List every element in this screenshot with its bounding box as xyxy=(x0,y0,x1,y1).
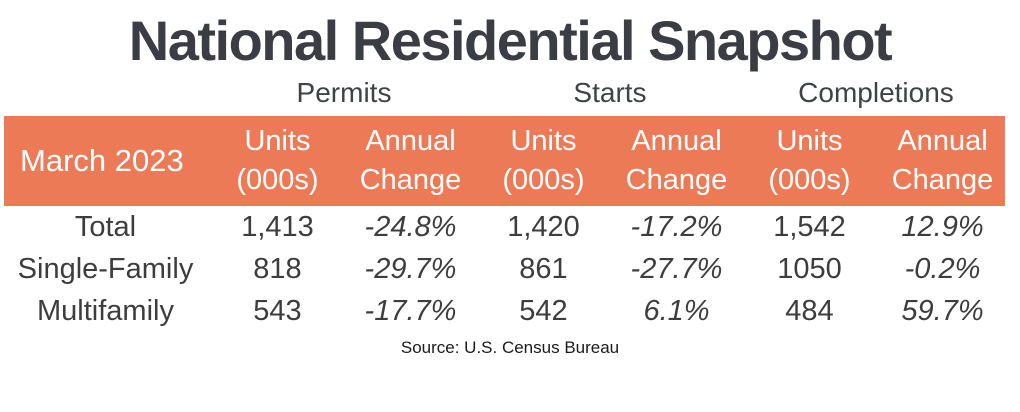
permits-units-header: Units (000s) xyxy=(211,122,344,200)
permits-change-header: Annual Change xyxy=(344,122,477,200)
change-header-line1: Annual xyxy=(631,125,722,157)
source-note: Source: U.S. Census Bureau xyxy=(400,338,620,357)
table-row-total: Total 1,413 -24.8% 1,420 -17.2% 1,542 12… xyxy=(0,206,1009,248)
completions-change-value: -0.2% xyxy=(904,252,981,285)
table-header-band: March 2023 Units (000s) Annual Change Un… xyxy=(4,116,1005,206)
change-header-line1: Annual xyxy=(897,125,988,157)
units-header-line1: Units xyxy=(776,125,843,157)
change-header-line2: Change xyxy=(625,164,728,196)
starts-units-value: 861 xyxy=(519,252,568,285)
row-label: Total xyxy=(74,210,137,243)
table-header-row: March 2023 Units (000s) Annual Change Un… xyxy=(4,116,1013,206)
completions-change-value: 12.9% xyxy=(901,210,984,243)
table-row-single-family: Single-Family 818 -29.7% 861 -27.7% 1050… xyxy=(0,248,1009,290)
units-header-line2: (000s) xyxy=(502,164,585,196)
starts-change-value: 6.1% xyxy=(643,294,710,327)
column-group-header-row: Permits Starts Completions xyxy=(0,62,1009,116)
completions-change-header: Annual Change xyxy=(876,122,1009,200)
permits-change-value: -29.7% xyxy=(364,252,457,285)
units-header-line2: (000s) xyxy=(236,164,319,196)
group-label-starts: Starts xyxy=(573,77,647,108)
completions-units-header: Units (000s) xyxy=(743,122,876,200)
group-label-permits: Permits xyxy=(296,77,392,108)
row-label: Single-Family xyxy=(17,252,194,285)
change-header-line1: Annual xyxy=(365,125,456,157)
change-header-line2: Change xyxy=(359,164,462,196)
permits-units-value: 1,413 xyxy=(241,210,314,243)
permits-units-value: 543 xyxy=(253,294,302,327)
permits-change-value: -24.8% xyxy=(364,210,457,243)
row-label: Multifamily xyxy=(37,294,174,327)
starts-change-value: -27.7% xyxy=(630,252,723,285)
starts-units-value: 1,420 xyxy=(507,210,580,243)
completions-change-value: 59.7% xyxy=(901,294,984,327)
change-header-line2: Change xyxy=(891,164,994,196)
starts-units-header: Units (000s) xyxy=(477,122,610,200)
starts-units-value: 542 xyxy=(519,294,568,327)
completions-units-value: 1050 xyxy=(777,252,842,285)
units-header-line1: Units xyxy=(510,125,577,157)
page-title: National Residential Snapshot xyxy=(128,9,893,72)
starts-change-value: -17.2% xyxy=(630,210,723,243)
permits-change-value: -17.7% xyxy=(364,294,457,327)
permits-units-value: 818 xyxy=(253,252,302,285)
completions-units-value: 1,542 xyxy=(773,210,846,243)
table-row-multifamily: Multifamily 543 -17.7% 542 6.1% 484 59.7… xyxy=(0,290,1009,332)
period-label: March 2023 xyxy=(20,143,184,178)
units-header-line2: (000s) xyxy=(768,164,851,196)
starts-change-header: Annual Change xyxy=(610,122,743,200)
completions-units-value: 484 xyxy=(785,294,834,327)
units-header-line1: Units xyxy=(244,125,311,157)
group-label-completions: Completions xyxy=(798,77,954,108)
